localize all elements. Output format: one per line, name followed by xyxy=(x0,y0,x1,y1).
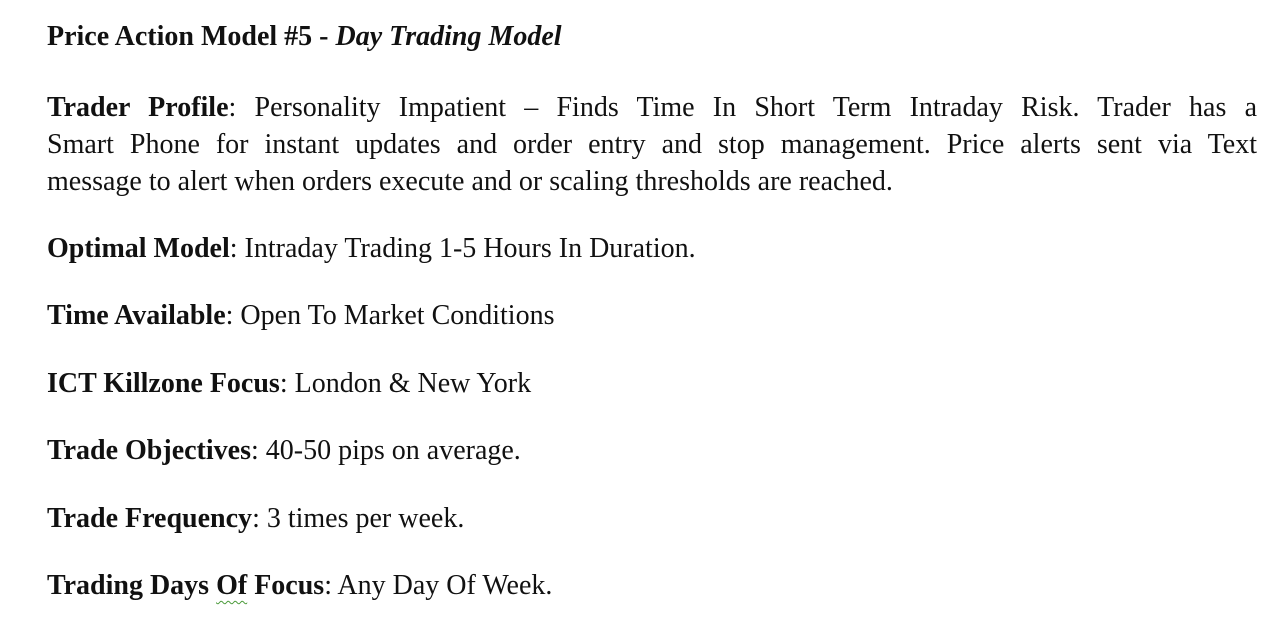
optimal-model-label: Optimal Model xyxy=(47,233,230,264)
time-available-row: Time Available: Open To Market Condition… xyxy=(47,297,554,334)
document-title: Price Action Model #5 - Day Trading Mode… xyxy=(47,18,562,55)
trade-frequency-label: Trade Frequency xyxy=(47,503,253,534)
trader-profile-line-3: message to alert when orders execute and… xyxy=(47,166,893,197)
trading-days-label-a: Trading Days xyxy=(47,570,217,601)
optimal-model-value: Intraday Trading 1-5 Hours In Duration. xyxy=(244,233,696,264)
killzone-row: ICT Killzone Focus: London & New York xyxy=(47,365,531,402)
trader-profile-text-1: Personality Impatient – Finds Time In Sh… xyxy=(254,92,1258,123)
grammar-check-underline: Of xyxy=(216,570,248,601)
trade-objectives-row: Trade Objectives: 40-50 pips on average. xyxy=(47,432,521,469)
trader-profile-paragraph: Trader Profile: Personality Impatient – … xyxy=(47,89,1257,200)
trade-frequency-value: 3 times per week. xyxy=(266,503,465,534)
title-subtitle: Day Trading Model xyxy=(335,21,562,52)
trade-objectives-label: Trade Objectives xyxy=(47,435,251,466)
time-available-separator: : xyxy=(225,300,241,331)
trading-days-label: Trading Days Of Focus xyxy=(47,570,324,601)
killzone-separator: : xyxy=(279,368,295,399)
title-main: Price Action Model #5 - xyxy=(47,21,336,52)
optimal-model-separator: : xyxy=(229,233,245,264)
trading-days-separator: : xyxy=(324,570,338,601)
killzone-value: London & New York xyxy=(294,368,532,399)
trade-objectives-separator: : xyxy=(250,435,266,466)
trade-objectives-value: 40-50 pips on average. xyxy=(265,435,521,466)
time-available-value: Open To Market Conditions xyxy=(240,300,555,331)
trading-days-value: Any Day Of Week. xyxy=(337,570,553,601)
time-available-label: Time Available xyxy=(47,300,226,331)
trading-days-label-c: Focus xyxy=(247,570,325,601)
trade-frequency-row: Trade Frequency: 3 times per week. xyxy=(47,500,464,537)
trader-profile-label: Trader Profile xyxy=(47,92,229,123)
optimal-model-row: Optimal Model: Intraday Trading 1-5 Hour… xyxy=(47,230,696,267)
trade-frequency-separator: : xyxy=(252,503,267,534)
killzone-label: ICT Killzone Focus xyxy=(47,368,280,399)
trading-days-row: Trading Days Of Focus: Any Day Of Week. xyxy=(47,567,552,604)
trader-profile-line-2: Smart Phone for instant updates and orde… xyxy=(47,129,1257,160)
trader-profile-separator: : xyxy=(228,92,255,123)
trader-profile-line-1: Trader Profile: Personality Impatient – … xyxy=(47,89,1257,126)
